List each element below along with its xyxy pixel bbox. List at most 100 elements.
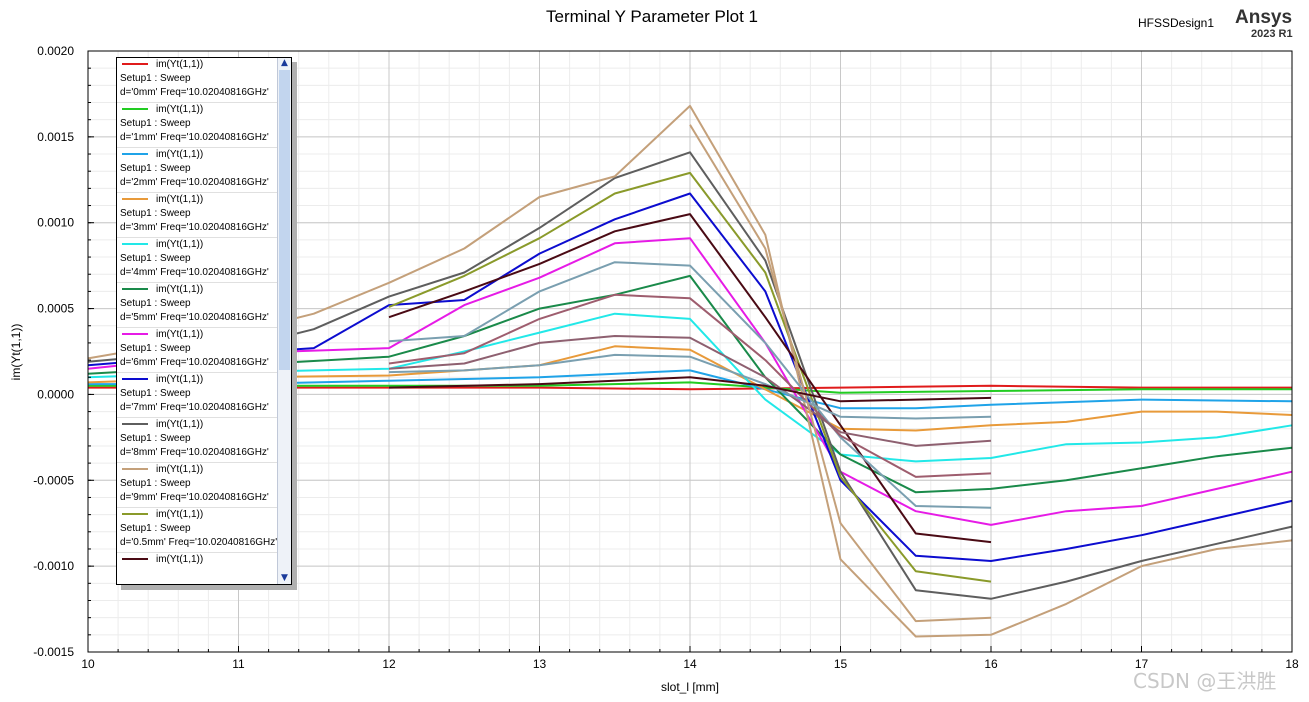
legend-entry-name: im(Yt(1,1)) bbox=[120, 193, 291, 207]
axes: 10 11 12 13 14 15 16 17 18 0.0020 0.0015 0.0010 0.00… bbox=[33, 44, 1299, 671]
legend-entry-name: im(Yt(1,1)) bbox=[120, 418, 291, 432]
legend-params: d='0.5mm' Freq='10.02040816GHz' bbox=[120, 537, 278, 548]
extra-series-line-4[interactable] bbox=[689, 124, 992, 623]
x-axis-label: slot_l [mm] bbox=[661, 680, 719, 694]
legend-entry-name: im(Yt(1,1)) bbox=[120, 238, 291, 252]
extra-series-line-5[interactable] bbox=[388, 376, 992, 403]
legend-series-name: im(Yt(1,1)) bbox=[156, 59, 204, 70]
legend-series-name: im(Yt(1,1)) bbox=[156, 374, 204, 385]
legend-entry-name: im(Yt(1,1)) bbox=[120, 508, 291, 522]
legend-setup: Setup1 : Sweep bbox=[120, 118, 191, 129]
legend-params: d='7mm' Freq='10.02040816GHz' bbox=[120, 402, 269, 413]
legend-entry[interactable]: im(Yt(1,1)) Setup1 : Sweep d='7mm' Freq='1… bbox=[117, 373, 291, 418]
y-tick-label: -0.0015 bbox=[33, 645, 74, 659]
legend-entry[interactable]: im(Yt(1,1)) Setup1 : Sweep d='8mm' Freq='1… bbox=[117, 418, 291, 463]
legend-entry[interactable]: im(Yt(1,1)) Setup1 : Sweep d='2mm' Freq='1… bbox=[117, 148, 291, 193]
legend-swatch bbox=[122, 378, 148, 381]
series-line-7[interactable] bbox=[87, 192, 1293, 562]
series-line-11[interactable] bbox=[388, 213, 992, 544]
legend-params: d='2mm' Freq='10.02040816GHz' bbox=[120, 177, 269, 188]
x-tick-label: 17 bbox=[1135, 657, 1149, 671]
series-line-10[interactable] bbox=[388, 171, 992, 583]
legend-entry[interactable]: im(Yt(1,1)) Setup1 : Sweep d='5mm' Freq='1… bbox=[117, 283, 291, 328]
x-tick-label: 13 bbox=[533, 657, 547, 671]
legend-series-name: im(Yt(1,1)) bbox=[156, 149, 204, 160]
y-tick-label: -0.0005 bbox=[33, 473, 74, 487]
x-tick-label: 14 bbox=[683, 657, 697, 671]
legend-params: d='9mm' Freq='10.02040816GHz' bbox=[120, 492, 269, 503]
x-tick-label: 12 bbox=[382, 657, 396, 671]
legend-entries: im(Yt(1,1)) Setup1 : Sweep d='0mm' Freq='1… bbox=[117, 58, 291, 584]
legend-setup: Setup1 : Sweep bbox=[120, 163, 191, 174]
series-line-8[interactable] bbox=[87, 151, 1293, 600]
series-layer bbox=[87, 104, 1293, 638]
extra-series-line-2[interactable] bbox=[388, 335, 992, 447]
legend-entry[interactable]: im(Yt(1,1)) bbox=[117, 553, 291, 584]
legend-params: d='8mm' Freq='10.02040816GHz' bbox=[120, 447, 269, 458]
extra-series-line-0[interactable] bbox=[388, 261, 992, 509]
legend-entry[interactable]: im(Yt(1,1)) Setup1 : Sweep d='0.5mm' Freq=… bbox=[117, 508, 291, 553]
brand-logo: Ansys bbox=[1235, 7, 1292, 28]
design-name: HFSSDesign1 bbox=[1138, 16, 1214, 30]
extra-series-line-3[interactable] bbox=[388, 353, 992, 420]
legend-swatch bbox=[122, 63, 148, 66]
scroll-up-icon[interactable]: ▲ bbox=[281, 58, 288, 68]
y-tick-label: 0.0000 bbox=[37, 387, 74, 401]
series-line-4[interactable] bbox=[87, 312, 1293, 463]
legend-setup: Setup1 : Sweep bbox=[120, 388, 191, 399]
scroll-thumb[interactable] bbox=[279, 70, 290, 370]
legend-swatch bbox=[122, 468, 148, 471]
legend-entry[interactable]: im(Yt(1,1)) Setup1 : Sweep d='6mm' Freq='1… bbox=[117, 328, 291, 373]
legend-entry-name: im(Yt(1,1)) bbox=[120, 553, 291, 567]
legend-scrollbar[interactable]: ▲ ▼ bbox=[277, 58, 291, 584]
extra-series-line-1[interactable] bbox=[388, 293, 992, 478]
legend-setup: Setup1 : Sweep bbox=[120, 433, 191, 444]
y-tick-label: 0.0020 bbox=[37, 44, 74, 58]
legend-setup: Setup1 : Sweep bbox=[120, 343, 191, 354]
x-tick-label: 15 bbox=[834, 657, 848, 671]
series-line-3[interactable] bbox=[87, 345, 1293, 432]
legend-entry-name: im(Yt(1,1)) bbox=[120, 463, 291, 477]
legend-entry[interactable]: im(Yt(1,1)) Setup1 : Sweep d='0mm' Freq='1… bbox=[117, 58, 291, 103]
legend-entry-name: im(Yt(1,1)) bbox=[120, 283, 291, 297]
legend-swatch bbox=[122, 153, 148, 156]
legend-entry[interactable]: im(Yt(1,1)) Setup1 : Sweep d='1mm' Freq='1… bbox=[117, 103, 291, 148]
y-tick-label: -0.0010 bbox=[33, 559, 74, 573]
legend-series-name: im(Yt(1,1)) bbox=[156, 104, 204, 115]
legend-setup: Setup1 : Sweep bbox=[120, 208, 191, 219]
legend-entry[interactable]: im(Yt(1,1)) Setup1 : Sweep d='4mm' Freq='1… bbox=[117, 238, 291, 283]
plot-title: Terminal Y Parameter Plot 1 bbox=[546, 7, 758, 26]
legend-entry[interactable]: im(Yt(1,1)) Setup1 : Sweep d='9mm' Freq='1… bbox=[117, 463, 291, 508]
legend-swatch bbox=[122, 558, 148, 561]
legend-setup: Setup1 : Sweep bbox=[120, 523, 191, 534]
legend-swatch bbox=[122, 333, 148, 336]
x-tick-label: 18 bbox=[1285, 657, 1299, 671]
legend-entry-name: im(Yt(1,1)) bbox=[120, 148, 291, 162]
legend-setup: Setup1 : Sweep bbox=[120, 73, 191, 84]
legend-series-name: im(Yt(1,1)) bbox=[156, 239, 204, 250]
legend-setup: Setup1 : Sweep bbox=[120, 478, 191, 489]
y-axis-label: im(Yt(1,1)) bbox=[9, 324, 23, 381]
legend-entry-name: im(Yt(1,1)) bbox=[120, 328, 291, 342]
version-label: 2023 R1 bbox=[1251, 28, 1293, 40]
x-tick-label: 16 bbox=[984, 657, 998, 671]
legend-entry[interactable]: im(Yt(1,1)) Setup1 : Sweep d='3mm' Freq='1… bbox=[117, 193, 291, 238]
x-tick-label: 11 bbox=[232, 657, 245, 671]
legend-swatch bbox=[122, 198, 148, 201]
legend-params: d='4mm' Freq='10.02040816GHz' bbox=[120, 267, 269, 278]
y-tick-label: 0.0015 bbox=[37, 130, 74, 144]
legend-params: d='0mm' Freq='10.02040816GHz' bbox=[120, 87, 269, 98]
legend-params: d='1mm' Freq='10.02040816GHz' bbox=[120, 132, 269, 143]
legend-entry-name: im(Yt(1,1)) bbox=[120, 373, 291, 387]
watermark: CSDN @王洪胜 bbox=[1133, 669, 1276, 693]
series-line-9[interactable] bbox=[87, 104, 1293, 638]
legend-entry-name: im(Yt(1,1)) bbox=[120, 58, 291, 72]
legend-swatch bbox=[122, 288, 148, 291]
legend[interactable]: im(Yt(1,1)) Setup1 : Sweep d='0mm' Freq='1… bbox=[116, 57, 292, 585]
y-tick-label: 0.0010 bbox=[37, 216, 74, 230]
scroll-down-icon[interactable]: ▼ bbox=[281, 573, 288, 583]
x-tick-label: 10 bbox=[81, 657, 95, 671]
legend-series-name: im(Yt(1,1)) bbox=[156, 284, 204, 295]
legend-series-name: im(Yt(1,1)) bbox=[156, 554, 204, 565]
